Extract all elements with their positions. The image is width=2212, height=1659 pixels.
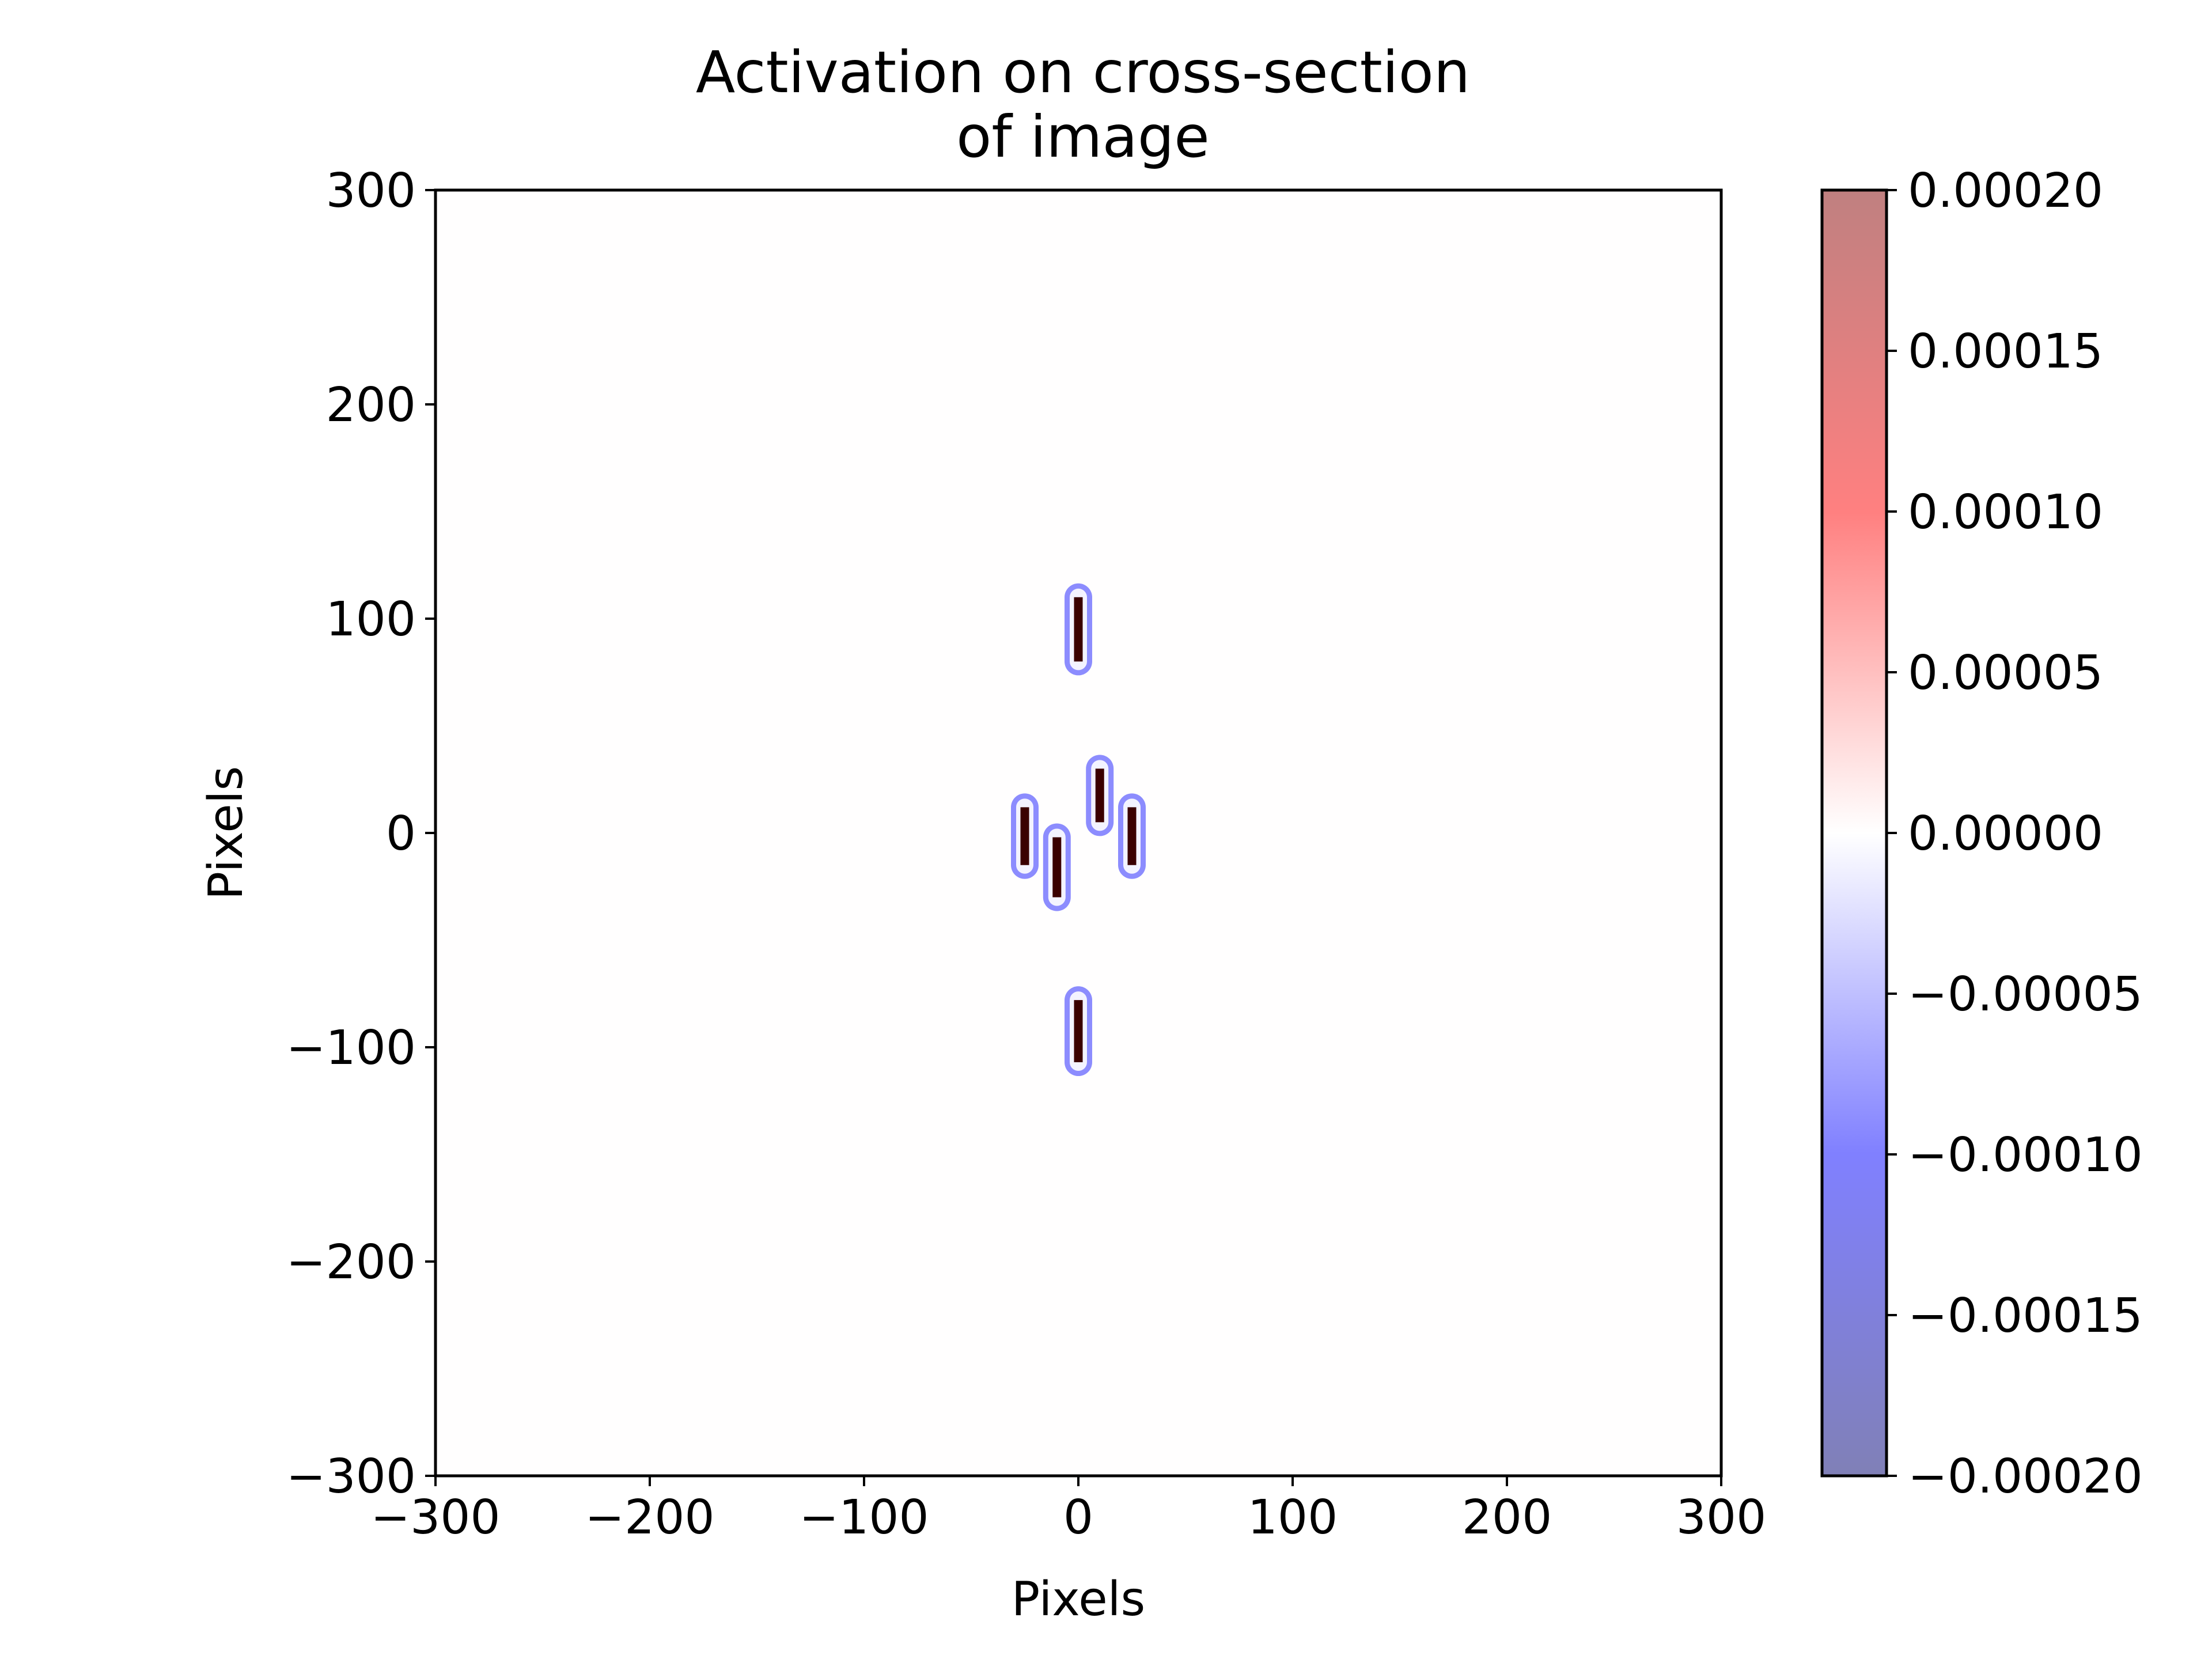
x-axis-label: Pixels <box>1012 1572 1145 1627</box>
y-tick-label: −200 <box>286 1235 416 1290</box>
y-tick-label: 300 <box>325 164 416 218</box>
colorbar-tick-label: −0.00020 <box>1908 1449 2143 1504</box>
colorbar-gradient <box>1822 190 1887 1476</box>
colorbar-tick-label: 0.00015 <box>1908 324 2103 379</box>
plot-area <box>434 188 1723 1478</box>
x-tick-label: −300 <box>370 1490 500 1545</box>
x-tick-label: 300 <box>1676 1490 1767 1545</box>
x-tick-label: 200 <box>1462 1490 1552 1545</box>
x-tick-label: 0 <box>1063 1490 1093 1545</box>
x-tick-label: 100 <box>1248 1490 1338 1545</box>
colorbar-ticks: 0.00020 0.00015 0.00010 0.00005 0.00000 −0.00… <box>1887 164 2143 1504</box>
y-axis-ticks: −300 −200 −100 0 100 200 300 <box>286 164 435 1504</box>
colorbar-tick-label: 0.00020 <box>1908 164 2103 218</box>
colorbar-tick-label: −0.00010 <box>1908 1128 2143 1183</box>
colorbar-tick-label: 0.00000 <box>1908 806 2103 861</box>
activation-segments <box>1002 574 1154 1085</box>
chart-title-line-2: of image <box>956 103 1210 171</box>
y-axis-label: Pixels <box>199 766 253 900</box>
y-tick-label: 100 <box>325 592 416 647</box>
colorbar-tick-label: −0.00005 <box>1908 967 2143 1022</box>
colorbar-tick-label: 0.00010 <box>1908 485 2103 540</box>
y-tick-label: −100 <box>286 1021 416 1075</box>
colorbar: 0.00020 0.00015 0.00010 0.00005 0.00000 −0.00… <box>1820 164 2143 1504</box>
y-tick-label: 0 <box>386 806 416 861</box>
chart-title-line-1: Activation on cross-section <box>696 39 1470 106</box>
y-tick-label: −300 <box>286 1449 416 1504</box>
colorbar-tick-label: 0.00005 <box>1908 646 2103 700</box>
colorbar-tick-label: −0.00015 <box>1908 1289 2143 1343</box>
y-tick-label: 200 <box>325 378 416 433</box>
x-tick-label: −100 <box>799 1490 929 1545</box>
x-axis-ticks: −300 −200 −100 0 100 200 300 <box>370 1476 1766 1545</box>
x-tick-label: −200 <box>585 1490 714 1545</box>
